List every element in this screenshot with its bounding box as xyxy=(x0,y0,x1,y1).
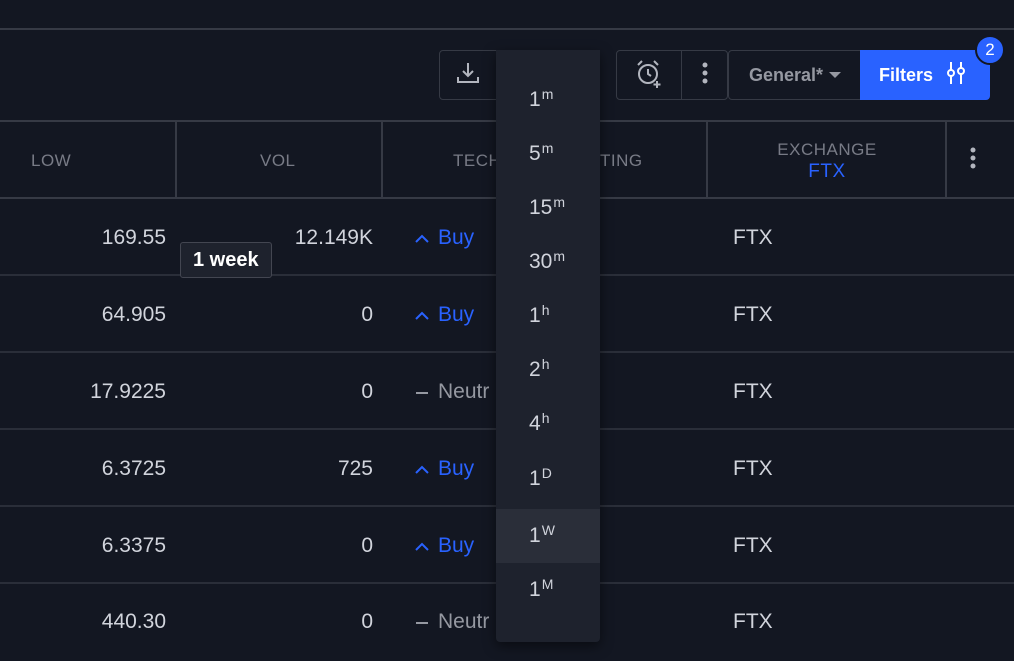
exchange-cell: FTX xyxy=(733,226,773,249)
interval-number: 1 xyxy=(529,88,541,111)
column-divider xyxy=(175,122,177,199)
rating-cell: Buy xyxy=(414,507,474,584)
dash-icon xyxy=(414,353,430,430)
interval-unit: m xyxy=(541,86,554,102)
column-divider xyxy=(945,122,947,199)
low-cell: 64.905 xyxy=(101,303,166,326)
interval-unit: m xyxy=(541,140,554,156)
exchange-cell: FTX xyxy=(733,610,773,633)
interval-option[interactable]: 15 m xyxy=(496,181,600,235)
low-cell: 6.3725 xyxy=(101,457,166,480)
screener-preset-dropdown[interactable]: General* xyxy=(728,50,861,100)
interval-unit: h xyxy=(541,410,550,426)
exchange-cell: FTX xyxy=(733,303,773,326)
rating-label: Buy xyxy=(438,534,475,557)
filters-button[interactable]: Filters xyxy=(860,50,990,100)
rating-label: Buy xyxy=(438,226,475,249)
interval-unit: W xyxy=(541,522,555,538)
alarm-clock-add-icon xyxy=(633,57,665,94)
export-button[interactable] xyxy=(439,50,497,100)
table-row[interactable]: 440.30 0 Neutr FTX xyxy=(0,584,1014,661)
interval-number: 4 xyxy=(529,412,541,435)
exchange-cell: FTX xyxy=(733,457,773,480)
vol-cell: 12.149K xyxy=(294,226,373,249)
interval-number: 15 xyxy=(529,196,553,219)
exchange-cell: FTX xyxy=(733,380,773,403)
interval-number: 30 xyxy=(529,250,553,273)
interval-number: 1 xyxy=(529,578,541,601)
exchange-filter-value: FTX xyxy=(808,160,846,182)
chevron-up-icon xyxy=(414,276,430,353)
interval-option[interactable]: 30 m xyxy=(496,235,600,289)
interval-number: 1 xyxy=(529,304,541,327)
low-cell: 17.9225 xyxy=(90,380,166,403)
column-settings-button[interactable] xyxy=(970,122,976,199)
sliders-icon xyxy=(933,60,967,91)
exchange-header-label: EXCHANGE xyxy=(777,139,877,159)
vertical-dots-icon xyxy=(970,147,976,174)
chevron-up-icon xyxy=(414,430,430,507)
interval-unit: m xyxy=(553,248,566,264)
interval-unit: h xyxy=(541,356,550,372)
vertical-dots-icon xyxy=(702,62,708,89)
interval-unit: M xyxy=(541,576,554,592)
rating-label: Buy xyxy=(438,457,475,480)
column-header-tech-rating-tail: TING xyxy=(600,150,643,170)
caret-down-icon xyxy=(829,72,842,78)
exchange-cell: FTX xyxy=(733,534,773,557)
low-cell: 6.3375 xyxy=(101,534,166,557)
column-divider xyxy=(706,122,708,199)
interval-unit: D xyxy=(541,465,552,481)
interval-unit: h xyxy=(541,302,550,318)
rating-label: Neutr xyxy=(438,380,490,403)
column-divider xyxy=(381,122,383,199)
interval-number: 2 xyxy=(529,358,541,381)
interval-unit: m xyxy=(553,194,566,210)
more-options-button[interactable] xyxy=(681,50,728,100)
interval-tooltip: 1 week xyxy=(180,242,272,278)
vol-cell: 725 xyxy=(337,457,373,480)
column-header-vol[interactable]: VOL xyxy=(260,150,296,170)
filters-label: Filters xyxy=(879,64,934,85)
filter-count-badge: 2 xyxy=(975,35,1005,65)
interval-number: 1 xyxy=(529,467,541,490)
rating-label: Buy xyxy=(438,303,475,326)
rating-cell: Neutr xyxy=(414,353,489,430)
rating-cell: Buy xyxy=(414,199,474,276)
column-header-low[interactable]: LOW xyxy=(31,150,72,170)
top-divider xyxy=(0,28,1014,30)
rating-label: Neutr xyxy=(438,610,490,633)
add-alert-button[interactable] xyxy=(616,50,682,100)
vol-cell: 0 xyxy=(361,534,373,557)
preset-label: General* xyxy=(749,64,824,85)
vol-cell: 0 xyxy=(361,303,373,326)
chevron-up-icon xyxy=(414,199,430,276)
low-cell: 440.30 xyxy=(101,610,166,633)
rating-cell: Buy xyxy=(414,276,474,353)
table-row[interactable]: 169.55 12.149K Buy FTX xyxy=(0,199,1014,276)
rating-cell: Buy xyxy=(414,430,474,507)
vol-cell: 0 xyxy=(361,380,373,403)
rating-cell: Neutr xyxy=(414,584,489,660)
low-cell: 169.55 xyxy=(101,226,166,249)
interval-number: 1 xyxy=(529,524,541,547)
column-header-tech-rating[interactable]: TECH xyxy=(453,150,502,170)
chevron-up-icon xyxy=(414,507,430,584)
dash-icon xyxy=(414,584,430,660)
interval-number: 5 xyxy=(529,142,541,165)
column-header-exchange[interactable]: EXCHANGE FTX xyxy=(708,122,946,199)
download-icon xyxy=(454,59,482,92)
vol-cell: 0 xyxy=(361,610,373,633)
